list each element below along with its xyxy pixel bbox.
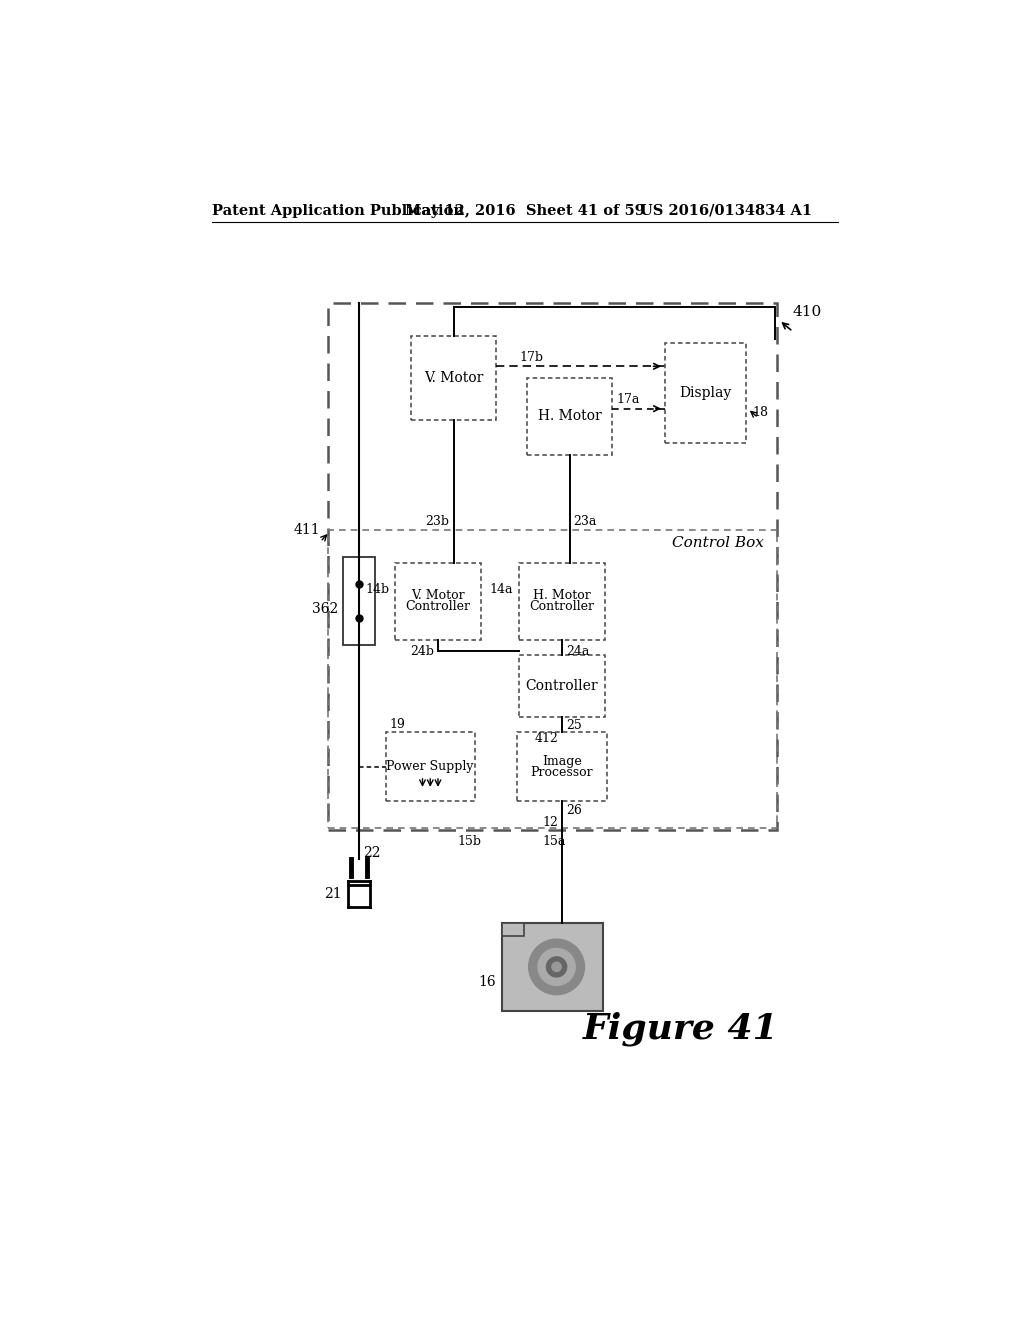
Text: 24b: 24b: [411, 644, 434, 657]
Text: 25: 25: [566, 719, 582, 733]
Text: Controller: Controller: [529, 601, 595, 612]
Bar: [328, 304, 777, 830]
Text: 411: 411: [294, 523, 321, 537]
Text: 14b: 14b: [365, 583, 389, 597]
Text: 412: 412: [535, 731, 558, 744]
Text: Patent Application Publication: Patent Application Publication: [212, 203, 464, 218]
Text: US 2016/0134834 A1: US 2016/0134834 A1: [640, 203, 812, 218]
Text: Processor: Processor: [530, 766, 593, 779]
Text: 26: 26: [566, 804, 582, 817]
Bar: [665, 343, 746, 444]
Text: 12: 12: [543, 816, 558, 829]
Text: 17a: 17a: [616, 393, 640, 407]
Text: Control Box: Control Box: [672, 536, 764, 550]
Bar: [517, 733, 606, 801]
Bar: [328, 531, 777, 829]
Text: 14a: 14a: [489, 583, 513, 597]
Text: V. Motor: V. Motor: [412, 589, 465, 602]
Text: 16: 16: [478, 975, 496, 989]
Text: H. Motor: H. Motor: [538, 409, 602, 424]
Text: 23b: 23b: [426, 515, 450, 528]
Text: Power Supply: Power Supply: [386, 760, 474, 774]
Bar: [519, 655, 604, 717]
Text: 24a: 24a: [566, 644, 589, 657]
Text: 22: 22: [362, 846, 380, 859]
Bar: [395, 562, 480, 640]
Bar: [519, 562, 604, 640]
Text: Controller: Controller: [406, 601, 470, 612]
Circle shape: [552, 962, 561, 972]
Text: 19: 19: [389, 718, 406, 731]
Bar: [503, 923, 603, 1011]
Circle shape: [547, 957, 566, 977]
Text: 23a: 23a: [573, 515, 597, 528]
Bar: [411, 335, 496, 420]
Text: 15b: 15b: [458, 834, 481, 847]
Text: Image: Image: [542, 755, 582, 768]
Text: 362: 362: [311, 602, 338, 616]
Bar: [503, 923, 524, 936]
Text: 21: 21: [325, 887, 342, 900]
Bar: [343, 557, 375, 645]
Bar: [386, 733, 475, 801]
Text: V. Motor: V. Motor: [424, 371, 483, 385]
Bar: [527, 378, 612, 455]
Text: H. Motor: H. Motor: [534, 589, 591, 602]
Circle shape: [528, 940, 585, 995]
Text: 15a: 15a: [543, 834, 566, 847]
Text: Display: Display: [679, 387, 731, 400]
Text: 410: 410: [793, 305, 822, 319]
Text: 17b: 17b: [519, 351, 544, 363]
Text: Controller: Controller: [525, 678, 598, 693]
Circle shape: [538, 948, 575, 985]
Text: 18: 18: [753, 407, 768, 418]
Text: Figure 41: Figure 41: [584, 1011, 779, 1045]
Text: May 12, 2016  Sheet 41 of 59: May 12, 2016 Sheet 41 of 59: [406, 203, 645, 218]
